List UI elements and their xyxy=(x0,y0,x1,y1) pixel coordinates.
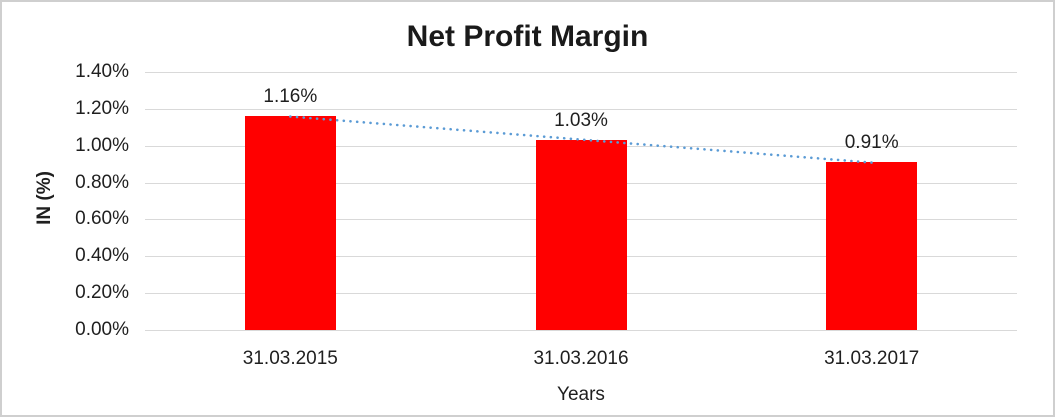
y-tick-label: 1.00% xyxy=(75,135,129,156)
chart-title: Net Profit Margin xyxy=(406,20,649,53)
y-tick-label: 0.60% xyxy=(75,208,129,229)
data-label: 1.16% xyxy=(263,86,318,108)
data-label: 1.03% xyxy=(554,110,608,132)
y-tick-label: 0.00% xyxy=(75,319,129,340)
bar-31.03.2017 xyxy=(826,162,918,330)
x-tick-label: 31.03.2017 xyxy=(824,348,920,369)
x-axis-title: Years xyxy=(557,384,605,405)
x-tick-label: 31.03.2016 xyxy=(533,348,629,369)
gridline xyxy=(145,109,1017,110)
data-label: 0.91% xyxy=(844,132,899,154)
bar-31.03.2015 xyxy=(244,116,336,330)
gridline xyxy=(145,72,1017,73)
y-tick-label: 0.20% xyxy=(75,282,129,303)
y-tick-label: 1.40% xyxy=(75,61,129,82)
y-tick-label: 0.40% xyxy=(75,245,129,266)
y-tick-label: 1.20% xyxy=(75,98,129,119)
x-tick-label: 31.03.2015 xyxy=(242,348,338,369)
y-tick-label: 0.80% xyxy=(75,172,129,193)
bar-31.03.2016 xyxy=(535,140,627,330)
gridline xyxy=(145,330,1017,331)
